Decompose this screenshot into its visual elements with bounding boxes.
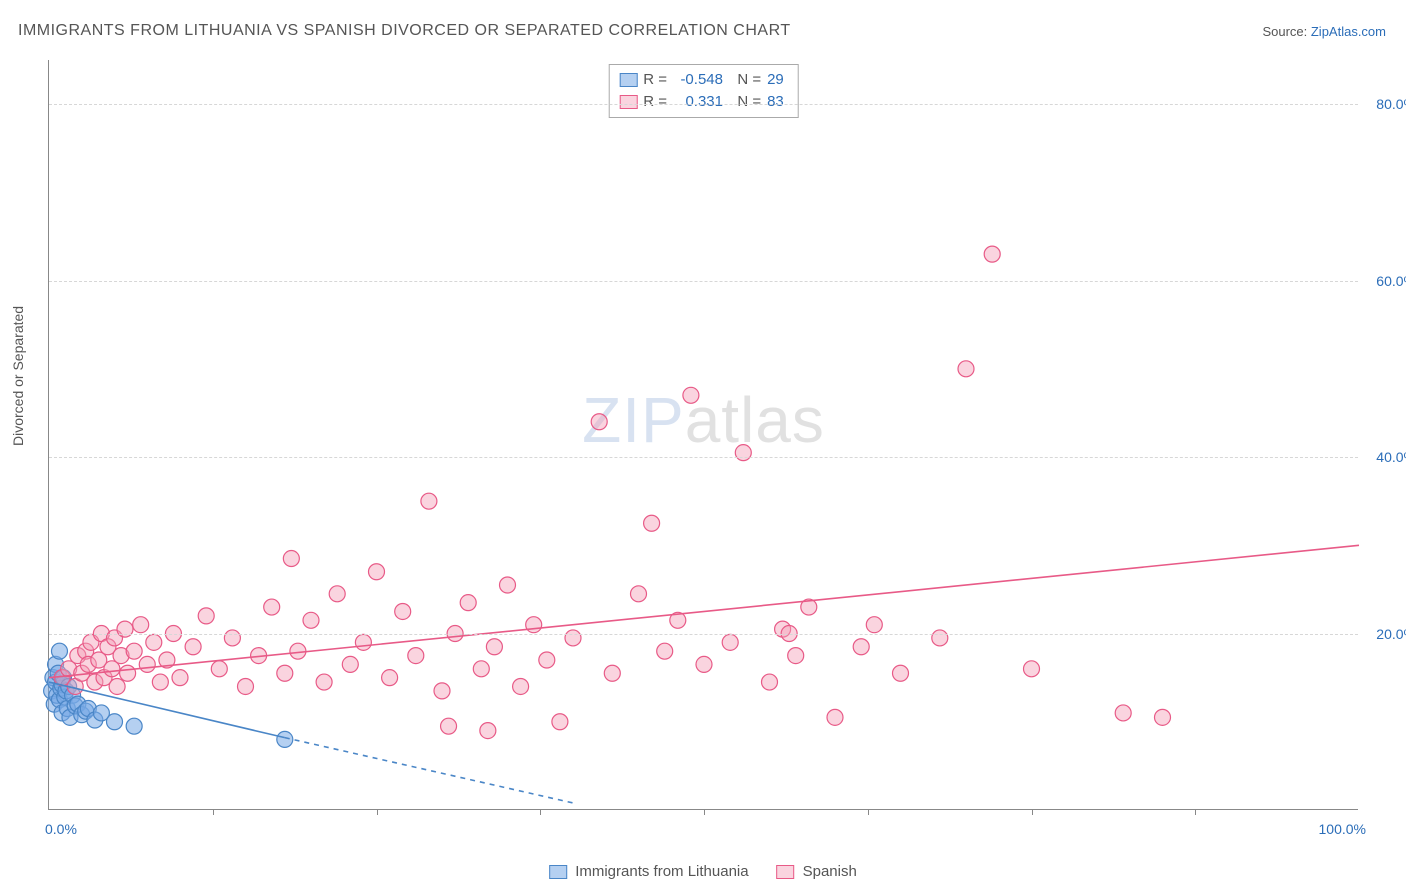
chart-title: IMMIGRANTS FROM LITHUANIA VS SPANISH DIV…	[18, 22, 791, 40]
scatter-point-spanish	[473, 661, 489, 677]
scatter-point-spanish	[827, 709, 843, 725]
x-tick	[868, 809, 869, 815]
scatter-point-spanish	[211, 661, 227, 677]
scatter-point-spanish	[434, 683, 450, 699]
y-tick-label: 20.0%	[1366, 626, 1406, 642]
scatter-point-spanish	[126, 643, 142, 659]
scatter-point-spanish	[722, 634, 738, 650]
scatter-point-spanish	[893, 665, 909, 681]
scatter-point-lithuania	[51, 643, 67, 659]
y-tick-label: 80.0%	[1366, 96, 1406, 112]
scatter-point-spanish	[513, 678, 529, 694]
scatter-point-spanish	[1115, 705, 1131, 721]
scatter-point-spanish	[355, 634, 371, 650]
x-max-label: 100.0%	[1319, 821, 1366, 837]
scatter-point-spanish	[185, 639, 201, 655]
scatter-point-spanish	[1024, 661, 1040, 677]
scatter-point-spanish	[565, 630, 581, 646]
scatter-point-spanish	[198, 608, 214, 624]
scatter-point-spanish	[644, 515, 660, 531]
scatter-point-spanish	[152, 674, 168, 690]
legend-swatch-lithuania	[549, 865, 567, 879]
scatter-point-spanish	[382, 670, 398, 686]
scatter-point-spanish	[172, 670, 188, 686]
bottom-legend: Immigrants from Lithuania Spanish	[549, 863, 857, 880]
source-prefix: Source:	[1262, 24, 1310, 39]
scatter-point-spanish	[866, 617, 882, 633]
scatter-point-spanish	[762, 674, 778, 690]
scatter-point-spanish	[441, 718, 457, 734]
scatter-point-spanish	[1155, 709, 1171, 725]
scatter-point-lithuania	[107, 714, 123, 730]
x-tick	[704, 809, 705, 815]
scatter-svg	[49, 60, 1359, 810]
scatter-point-spanish	[238, 678, 254, 694]
scatter-point-spanish	[264, 599, 280, 615]
scatter-point-spanish	[224, 630, 240, 646]
scatter-point-spanish	[657, 643, 673, 659]
x-tick	[1032, 809, 1033, 815]
legend-item-spanish: Spanish	[777, 863, 857, 880]
plot-area: ZIPatlas R = -0.548 N = 29 R = 0.331 N =…	[48, 60, 1358, 810]
legend-swatch-spanish	[777, 865, 795, 879]
x-tick	[377, 809, 378, 815]
scatter-point-spanish	[853, 639, 869, 655]
scatter-point-spanish	[958, 361, 974, 377]
scatter-point-spanish	[526, 617, 542, 633]
scatter-point-spanish	[421, 493, 437, 509]
legend-label-lithuania: Immigrants from Lithuania	[575, 863, 748, 880]
x-tick	[540, 809, 541, 815]
gridline	[49, 634, 1358, 635]
scatter-point-spanish	[696, 656, 712, 672]
x-tick	[1195, 809, 1196, 815]
scatter-point-spanish	[539, 652, 555, 668]
scatter-point-spanish	[117, 621, 133, 637]
scatter-point-spanish	[591, 414, 607, 430]
scatter-point-spanish	[604, 665, 620, 681]
legend-item-lithuania: Immigrants from Lithuania	[549, 863, 748, 880]
scatter-point-spanish	[480, 723, 496, 739]
scatter-point-spanish	[342, 656, 358, 672]
gridline	[49, 104, 1358, 105]
scatter-point-spanish	[631, 586, 647, 602]
scatter-point-spanish	[133, 617, 149, 633]
scatter-point-spanish	[139, 656, 155, 672]
x-tick	[213, 809, 214, 815]
scatter-point-spanish	[395, 603, 411, 619]
scatter-point-spanish	[146, 634, 162, 650]
scatter-point-spanish	[500, 577, 516, 593]
scatter-point-spanish	[277, 665, 293, 681]
scatter-point-spanish	[932, 630, 948, 646]
gridline	[49, 281, 1358, 282]
y-tick-label: 40.0%	[1366, 449, 1406, 465]
source-attribution: Source: ZipAtlas.com	[1262, 24, 1386, 39]
scatter-point-spanish	[303, 612, 319, 628]
scatter-point-spanish	[408, 648, 424, 664]
legend-label-spanish: Spanish	[803, 863, 857, 880]
scatter-point-spanish	[683, 387, 699, 403]
trend-line	[285, 738, 573, 803]
scatter-point-spanish	[329, 586, 345, 602]
x-min-label: 0.0%	[45, 821, 77, 837]
scatter-point-spanish	[369, 564, 385, 580]
y-axis-label: Divorced or Separated	[10, 306, 26, 446]
source-link[interactable]: ZipAtlas.com	[1311, 24, 1386, 39]
scatter-point-lithuania	[126, 718, 142, 734]
scatter-point-lithuania	[277, 731, 293, 747]
scatter-point-spanish	[788, 648, 804, 664]
scatter-point-spanish	[984, 246, 1000, 262]
scatter-point-spanish	[486, 639, 502, 655]
scatter-point-spanish	[120, 665, 136, 681]
gridline	[49, 457, 1358, 458]
y-tick-label: 60.0%	[1366, 273, 1406, 289]
scatter-point-spanish	[283, 551, 299, 567]
scatter-point-spanish	[316, 674, 332, 690]
scatter-point-spanish	[552, 714, 568, 730]
scatter-point-spanish	[109, 678, 125, 694]
chart-container: IMMIGRANTS FROM LITHUANIA VS SPANISH DIV…	[0, 0, 1406, 892]
scatter-point-spanish	[735, 445, 751, 461]
scatter-point-spanish	[460, 595, 476, 611]
